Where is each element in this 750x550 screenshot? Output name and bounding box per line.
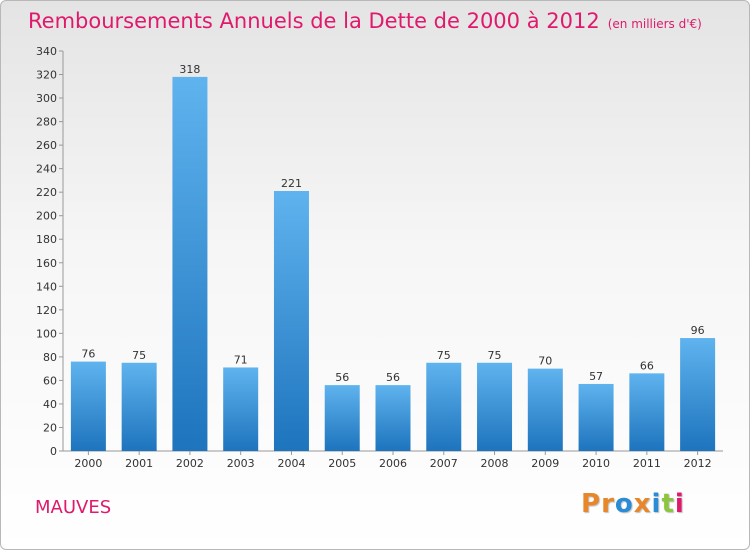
x-tick-label-2011: 2011 [633, 457, 661, 470]
x-tick-label-2009: 2009 [531, 457, 559, 470]
y-tick-label: 20 [43, 421, 57, 434]
x-tick-label-2006: 2006 [379, 457, 407, 470]
bar-2009 [527, 368, 563, 451]
bar-2011 [629, 373, 665, 451]
y-tick-label: 0 [50, 445, 57, 458]
value-label-2012: 96 [691, 324, 705, 337]
bar-2007 [426, 362, 462, 451]
bar-2006 [375, 385, 411, 451]
bar-2003 [223, 367, 259, 451]
value-label-2004: 221 [281, 177, 302, 190]
y-tick-label: 40 [43, 398, 57, 411]
x-tick-label-2008: 2008 [481, 457, 509, 470]
x-tick-label-2005: 2005 [328, 457, 356, 470]
logo-letter: i [651, 489, 662, 519]
y-tick-label: 80 [43, 351, 57, 364]
y-tick-label: 200 [36, 210, 57, 223]
y-tick-label: 180 [36, 233, 57, 246]
x-tick-label-2012: 2012 [684, 457, 712, 470]
logo-letter: P [581, 489, 602, 519]
commune-name: MAUVES [35, 497, 112, 518]
y-tick-label: 340 [36, 45, 57, 58]
proxiti-logo: Proxiti [581, 489, 685, 519]
x-tick-label-2004: 2004 [277, 457, 305, 470]
value-label-2009: 70 [538, 355, 552, 368]
bar-2002 [172, 76, 208, 451]
bar-2004 [273, 191, 309, 451]
bar-2000 [70, 361, 106, 451]
value-label-2003: 71 [234, 353, 248, 366]
bar-2001 [121, 362, 157, 451]
value-label-2005: 56 [335, 371, 349, 384]
y-tick-label: 60 [43, 374, 57, 387]
title-unit: (en milliers d'€) [607, 17, 702, 31]
x-tick-label-2000: 2000 [74, 457, 102, 470]
value-label-2006: 56 [386, 371, 400, 384]
y-tick-label: 260 [36, 139, 57, 152]
y-tick-label: 160 [36, 257, 57, 270]
logo-letter: o [614, 489, 634, 519]
x-tick-label-2002: 2002 [176, 457, 204, 470]
value-label-2010: 57 [589, 370, 603, 383]
logo-letter: i [674, 489, 685, 519]
bar-2005 [324, 385, 360, 451]
value-label-2001: 75 [132, 349, 146, 362]
value-label-2002: 318 [179, 63, 200, 76]
bar-2010 [578, 383, 614, 451]
y-tick-label: 140 [36, 280, 57, 293]
x-tick-label-2001: 2001 [125, 457, 153, 470]
y-tick-label: 320 [36, 69, 57, 82]
bar-2012 [680, 338, 716, 451]
title-text: Remboursements Annuels de la Dette de 20… [28, 9, 600, 33]
y-tick-label: 120 [36, 304, 57, 317]
value-label-2007: 75 [437, 349, 451, 362]
x-tick-label-2003: 2003 [227, 457, 255, 470]
y-tick-label: 280 [36, 116, 57, 129]
y-tick-label: 300 [36, 92, 57, 105]
chart-title: Remboursements Annuels de la Dette de 20… [28, 9, 702, 33]
y-tick-label: 240 [36, 163, 57, 176]
y-tick-label: 220 [36, 186, 57, 199]
logo-letter: x [633, 489, 652, 519]
value-label-2008: 75 [488, 349, 502, 362]
value-label-2000: 76 [81, 348, 95, 361]
bar-2008 [477, 362, 513, 451]
logo-letter: t [661, 489, 675, 519]
logo-letter: r [601, 489, 615, 519]
x-tick-label-2007: 2007 [430, 457, 458, 470]
x-tick-label-2010: 2010 [582, 457, 610, 470]
value-label-2011: 66 [640, 359, 654, 372]
y-tick-label: 100 [36, 327, 57, 340]
